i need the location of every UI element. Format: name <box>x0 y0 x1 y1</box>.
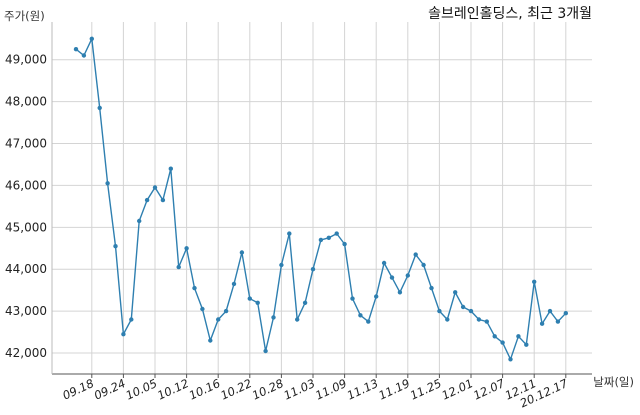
data-point <box>460 304 466 310</box>
data-point <box>532 279 537 284</box>
data-point <box>81 53 87 58</box>
data-point <box>255 300 260 305</box>
data-point <box>508 357 513 362</box>
x-tick-label: 10.12 <box>155 376 191 403</box>
data-point <box>295 317 300 322</box>
data-point <box>113 244 118 249</box>
data-point <box>429 285 434 291</box>
data-point <box>492 334 497 339</box>
data-point <box>397 290 403 295</box>
x-tick-label: 11.19 <box>376 376 412 403</box>
y-axis-label: 주가(원) <box>4 9 45 23</box>
y-tick-label: 47,000 <box>5 137 47 151</box>
data-point <box>524 342 529 347</box>
x-tick-label: 11.03 <box>281 376 317 403</box>
data-point <box>453 290 458 295</box>
data-point <box>374 294 379 299</box>
y-tick-label: 45,000 <box>5 220 47 234</box>
data-point <box>105 181 110 186</box>
y-tick-label: 44,000 <box>5 262 47 276</box>
data-point <box>310 267 316 272</box>
data-point <box>216 317 221 322</box>
data-point <box>468 308 474 314</box>
data-point <box>73 47 79 52</box>
data-point <box>555 319 561 324</box>
data-point <box>484 319 489 324</box>
data-point <box>129 317 134 322</box>
data-point <box>445 317 450 322</box>
data-point <box>271 315 276 320</box>
data-point <box>539 321 545 326</box>
data-point <box>121 332 126 337</box>
x-tick-label: 10.16 <box>187 376 223 403</box>
data-point <box>421 262 426 268</box>
data-point <box>476 317 482 322</box>
x-tick-label: 09.24 <box>92 376 128 403</box>
data-point <box>287 231 292 236</box>
data-point <box>152 185 158 190</box>
x-tick-label: 10.28 <box>250 376 286 403</box>
data-point <box>500 340 505 345</box>
data-point <box>176 264 181 270</box>
x-tick-label: 10.05 <box>123 376 159 403</box>
data-point <box>350 296 355 301</box>
y-axis-ticks: 42,000 43,000 44,000 45,000 46,000 47,000 48,0… <box>5 53 47 360</box>
x-tick-label: 11.09 <box>313 376 349 403</box>
data-point <box>358 313 363 318</box>
y-tick-label: 49,000 <box>5 53 47 67</box>
y-tick-label: 43,000 <box>5 304 47 318</box>
y-tick-label: 42,000 <box>5 346 47 360</box>
data-point <box>302 300 308 305</box>
x-tick-label: 10.22 <box>218 376 254 403</box>
data-point <box>144 197 150 203</box>
data-point <box>381 260 387 266</box>
x-tick-label: 11.25 <box>408 376 444 403</box>
data-point <box>405 273 410 278</box>
x-axis-ticks: 09.1809.2410.0510.1210.1610.2210.2811.03… <box>60 374 571 410</box>
data-point <box>563 311 568 316</box>
data-point <box>247 296 252 301</box>
data-point <box>223 308 229 314</box>
x-axis-label: 날짜(일) <box>593 375 634 389</box>
grid-lines <box>52 22 592 374</box>
y-tick-label: 48,000 <box>5 95 47 109</box>
data-point <box>168 166 173 171</box>
data-point <box>366 319 371 324</box>
axes <box>51 22 592 375</box>
chart-title: 솔브레인홀딩스, 최근 3개월 <box>428 6 592 22</box>
data-point <box>547 308 553 314</box>
data-point <box>437 308 442 314</box>
x-tick-label: 09.18 <box>60 376 96 403</box>
price-points <box>73 36 568 362</box>
data-point <box>160 197 166 203</box>
data-point <box>137 218 142 224</box>
data-point <box>239 250 245 255</box>
data-point <box>192 285 197 291</box>
data-point <box>342 241 347 247</box>
data-point <box>89 36 95 41</box>
data-point <box>200 306 205 312</box>
x-tick-label: 11.13 <box>345 376 381 403</box>
data-point <box>516 334 521 339</box>
data-point <box>413 252 418 257</box>
data-point <box>279 262 284 268</box>
data-point <box>97 105 102 111</box>
data-point <box>263 348 268 354</box>
data-point <box>334 231 339 236</box>
x-tick-label: 12.01 <box>439 376 475 403</box>
data-point <box>231 281 237 287</box>
data-point <box>208 338 213 343</box>
data-point <box>318 237 324 243</box>
data-point <box>326 235 331 240</box>
data-point <box>184 246 189 251</box>
data-point <box>389 275 395 280</box>
y-tick-label: 46,000 <box>5 178 47 192</box>
